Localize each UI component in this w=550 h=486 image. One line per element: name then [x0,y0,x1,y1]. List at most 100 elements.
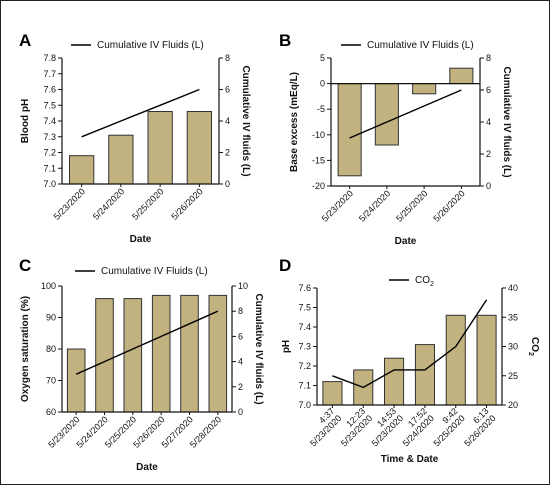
x-tick-label: 5/23/2020 [52,186,87,221]
y2-tick-label: 20 [508,400,518,410]
legend-label: Cumulative IV Fluids (L) [101,266,208,277]
y2-tick-label: 35 [508,312,518,322]
y-tick-label: 7.6 [298,283,311,293]
y-tick-label: 7.2 [43,148,56,158]
bar [445,314,466,406]
bar [208,294,228,413]
bar [123,298,143,413]
y2-axis-title: Cumulative IV fluids (L) [501,66,512,177]
panel-letter: B [279,31,291,50]
x-axis-title: Date [130,234,152,245]
legend-label: Cumulative IV Fluids (L) [97,40,204,51]
legend-label: CO2 [415,275,434,288]
y-tick-label: 5 [320,53,325,63]
x-tick-label: 5/25/2020 [130,186,165,221]
x-tick-label: 5/28/2020 [188,414,223,449]
panel-a: A 7.0 7.1 7.2 7.3 7.4 7.5 7.6 7.7 7.8 0 2 4 6 8 5/23/20… [19,31,251,245]
y-tick-label: 7.5 [43,100,56,110]
y2-axis-title: Cumulative IV fluids (L) [253,293,264,404]
y2-tick-label: 10 [238,281,248,291]
y-axis-title: Base excess (mEq/L) [289,72,300,172]
series-line [81,88,200,138]
y-tick-label: 60 [46,407,56,417]
panel-d: D 7.0 7.1 7.2 7.3 7.4 7.5 7.6 20 25 30 35 40 4:375/23… [279,256,540,465]
y-tick-label: 7.0 [298,400,311,410]
y-axis-title: Oxygen saturation (%) [20,296,31,402]
series-line [349,89,462,139]
y-tick-label: 70 [46,376,56,386]
panel-letter: A [19,31,31,50]
y-axis-title: pH [281,340,292,353]
y2-tick-label: 0 [238,407,243,417]
panel-letter: C [19,256,31,275]
y-tick-label: 7.2 [298,361,311,371]
legend-label: Cumulative IV Fluids (L) [367,40,474,51]
y2-tick-label: 8 [225,53,230,63]
x-tick-label: 14:535/23/2020 [363,406,405,448]
bar [322,381,343,406]
y2-tick-label: 0 [486,181,491,191]
bar [449,67,474,85]
y-tick-label: -15 [312,155,325,165]
y2-tick-label: 4 [225,116,230,126]
y2-tick-label: 6 [486,85,491,95]
y-tick-label: 100 [41,281,56,291]
y-tick-label: 7.4 [43,116,56,126]
series-line [332,299,488,389]
x-axis-title: Date [136,462,158,473]
y-tick-label: 80 [46,344,56,354]
bar [374,83,399,146]
y2-tick-label: 2 [486,149,491,159]
bar [414,344,435,406]
y-axis-title: Blood pH [20,99,31,143]
y2-tick-label: 4 [486,117,491,127]
x-tick-label: 17:525/24/2020 [394,406,436,448]
bar [69,155,95,185]
y-tick-label: 7.6 [43,85,56,95]
y2-tick-label: 30 [508,342,518,352]
x-tick-label: 9:425/25/2020 [424,406,466,448]
bar [412,83,437,95]
bar [95,298,114,413]
bar [476,314,497,406]
bar [186,111,212,185]
y-tick-label: 7.8 [43,53,56,63]
x-tick-label: 12:235/23/2020 [332,406,374,448]
bar [66,348,86,413]
x-axis-title: Time & Date [381,454,439,465]
y2-axis-title: Cumulative IV fluids (L) [240,65,251,176]
bar [180,294,199,413]
y2-tick-label: 40 [508,283,518,293]
x-tick-label: 5/26/2020 [169,186,204,221]
x-tick-label: 4:375/23/2020 [301,406,343,448]
y-tick-label: -10 [312,130,325,140]
x-tick-label: 5/24/2020 [357,188,392,223]
y2-tick-label: 2 [225,148,230,158]
bar [384,357,405,406]
bar [108,134,134,185]
series-line [75,310,219,375]
y2-tick-label: 2 [238,382,243,392]
panel-letter: D [279,256,291,275]
y2-tick-label: 4 [238,357,243,367]
x-axis-title: Date [395,236,417,247]
y-tick-label: 7.5 [298,303,311,313]
x-tick-label: 5/23/2020 [320,188,355,223]
y-tick-label: 7.1 [298,381,311,391]
panel-c: C6070809010002468105/23/20205/24/20205/2… [19,256,264,473]
y-tick-label: -5 [317,104,325,114]
y2-tick-label: 8 [238,306,243,316]
y-tick-label: 7.4 [298,322,311,332]
y2-tick-label: 6 [238,331,243,341]
y-tick-label: 7.0 [43,179,56,189]
y-tick-label: 7.1 [43,163,56,173]
y2-axis-title: CO2 [527,337,540,356]
y-tick-label: 7.7 [43,69,56,79]
x-tick-label: 6:135/26/2020 [455,406,497,448]
x-tick-label: 5/25/2020 [394,188,429,223]
bar [337,83,362,177]
y-tick-label: 0 [320,79,325,89]
